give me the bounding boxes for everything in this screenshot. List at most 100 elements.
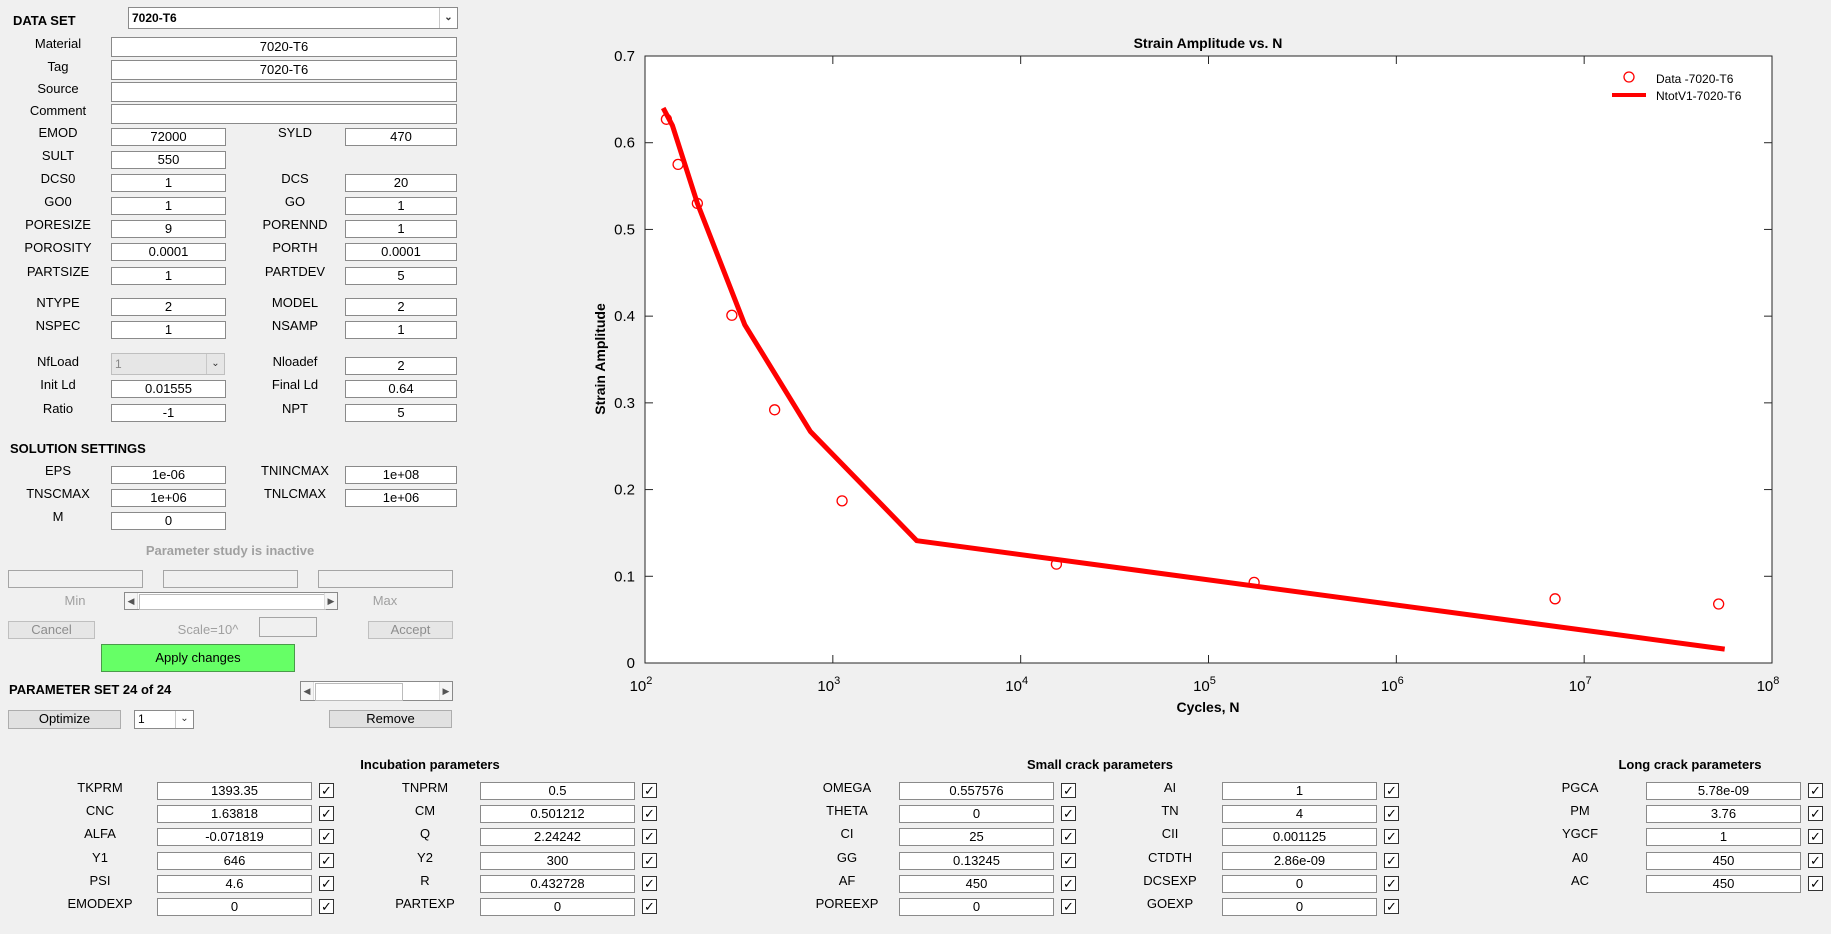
param-input[interactable]: 1 bbox=[111, 174, 226, 192]
small_crack-param-checkbox[interactable]: ✓ bbox=[1061, 899, 1076, 914]
param-input[interactable]: 0.64 bbox=[345, 380, 457, 398]
optimize-button[interactable]: Optimize bbox=[8, 710, 121, 729]
param-input[interactable]: 1 bbox=[111, 321, 226, 339]
param-input[interactable]: 0.0001 bbox=[111, 243, 226, 261]
long_crack-param-checkbox[interactable]: ✓ bbox=[1808, 783, 1823, 798]
small_crack-param-checkbox[interactable]: ✓ bbox=[1061, 829, 1076, 844]
incubation-param-checkbox[interactable]: ✓ bbox=[319, 806, 334, 821]
long_crack-param-input[interactable]: 3.76 bbox=[1646, 805, 1801, 823]
param-input[interactable]: 1 bbox=[345, 321, 457, 339]
small_crack-param-input[interactable]: 0 bbox=[899, 898, 1054, 916]
small_crack-param-checkbox[interactable]: ✓ bbox=[1384, 853, 1399, 868]
small_crack-param-checkbox[interactable]: ✓ bbox=[1061, 876, 1076, 891]
long_crack-param-checkbox[interactable]: ✓ bbox=[1808, 876, 1823, 891]
small_crack-param-input[interactable]: 2.86e-09 bbox=[1222, 852, 1377, 870]
long_crack-param-input[interactable]: 1 bbox=[1646, 828, 1801, 846]
small_crack-param-checkbox[interactable]: ✓ bbox=[1384, 806, 1399, 821]
incubation-param-input[interactable]: 0 bbox=[480, 898, 635, 916]
long_crack-param-checkbox[interactable]: ✓ bbox=[1808, 806, 1823, 821]
small_crack-param-input[interactable]: 0.557576 bbox=[899, 782, 1054, 800]
small_crack-param-checkbox[interactable]: ✓ bbox=[1061, 806, 1076, 821]
paramset-right-arrow-icon[interactable]: ▶ bbox=[439, 682, 452, 700]
param-input[interactable]: 9 bbox=[111, 220, 226, 238]
incubation-param-checkbox[interactable]: ✓ bbox=[642, 806, 657, 821]
solution-param-input[interactable]: 0 bbox=[111, 512, 226, 530]
small_crack-param-input[interactable]: 4 bbox=[1222, 805, 1377, 823]
param-input[interactable]: 0.01555 bbox=[111, 380, 226, 398]
small_crack-param-checkbox[interactable]: ✓ bbox=[1384, 899, 1399, 914]
param-input[interactable]: 5 bbox=[345, 404, 457, 422]
param-input[interactable]: 2 bbox=[111, 298, 226, 316]
dataset-field-input[interactable]: 7020-T6 bbox=[111, 37, 457, 57]
small_crack-param-input[interactable]: 0.001125 bbox=[1222, 828, 1377, 846]
cancel-button[interactable]: Cancel bbox=[8, 621, 95, 639]
param-input[interactable]: 1 bbox=[111, 267, 226, 285]
incubation-param-checkbox[interactable]: ✓ bbox=[319, 899, 334, 914]
param-input[interactable]: 1 bbox=[345, 220, 457, 238]
small_crack-param-input[interactable]: 1 bbox=[1222, 782, 1377, 800]
param-input[interactable]: 0.0001 bbox=[345, 243, 457, 261]
chevron-down-icon[interactable]: ⌄ bbox=[175, 711, 193, 728]
incubation-param-checkbox[interactable]: ✓ bbox=[642, 829, 657, 844]
incubation-param-input[interactable]: 1.63818 bbox=[157, 805, 312, 823]
param-input[interactable]: 2 bbox=[345, 357, 457, 375]
solution-param-input[interactable]: 1e+06 bbox=[345, 489, 457, 507]
param-study-mid-field[interactable] bbox=[163, 570, 298, 588]
paramset-slider-thumb[interactable] bbox=[315, 683, 403, 701]
param-study-min-field[interactable] bbox=[8, 570, 143, 588]
nfload-dropdown[interactable]: 1 ⌄ bbox=[111, 353, 225, 375]
dataset-field-input[interactable] bbox=[111, 104, 457, 124]
slider-thumb[interactable] bbox=[139, 594, 326, 610]
incubation-param-checkbox[interactable]: ✓ bbox=[642, 853, 657, 868]
incubation-param-input[interactable]: -0.071819 bbox=[157, 828, 312, 846]
small_crack-param-checkbox[interactable]: ✓ bbox=[1061, 783, 1076, 798]
incubation-param-checkbox[interactable]: ✓ bbox=[319, 853, 334, 868]
param-input[interactable]: 2 bbox=[345, 298, 457, 316]
solution-param-input[interactable]: 1e-06 bbox=[111, 466, 226, 484]
slider-left-arrow-icon[interactable]: ◀ bbox=[125, 593, 138, 609]
dataset-field-input[interactable] bbox=[111, 82, 457, 102]
chevron-down-icon[interactable]: ⌄ bbox=[206, 354, 224, 374]
apply-changes-button[interactable]: Apply changes bbox=[101, 644, 295, 672]
small_crack-param-input[interactable]: 0 bbox=[899, 805, 1054, 823]
slider-right-arrow-icon[interactable]: ▶ bbox=[324, 593, 337, 609]
scale-field[interactable] bbox=[259, 617, 317, 637]
small_crack-param-input[interactable]: 25 bbox=[899, 828, 1054, 846]
incubation-param-input[interactable]: 1393.35 bbox=[157, 782, 312, 800]
long_crack-param-input[interactable]: 450 bbox=[1646, 875, 1801, 893]
incubation-param-input[interactable]: 300 bbox=[480, 852, 635, 870]
long_crack-param-checkbox[interactable]: ✓ bbox=[1808, 829, 1823, 844]
incubation-param-checkbox[interactable]: ✓ bbox=[642, 899, 657, 914]
param-input[interactable]: 20 bbox=[345, 174, 457, 192]
long_crack-param-input[interactable]: 450 bbox=[1646, 852, 1801, 870]
solution-param-input[interactable]: 1e+08 bbox=[345, 466, 457, 484]
param-input[interactable]: 550 bbox=[111, 151, 226, 169]
solution-param-input[interactable]: 1e+06 bbox=[111, 489, 226, 507]
dataset-field-input[interactable]: 7020-T6 bbox=[111, 60, 457, 80]
param-study-max-field[interactable] bbox=[318, 570, 453, 588]
small_crack-param-input[interactable]: 0 bbox=[1222, 898, 1377, 916]
incubation-param-checkbox[interactable]: ✓ bbox=[319, 783, 334, 798]
incubation-param-input[interactable]: 0.5 bbox=[480, 782, 635, 800]
incubation-param-checkbox[interactable]: ✓ bbox=[642, 783, 657, 798]
parameter-set-slider[interactable]: ◀ ▶ bbox=[300, 681, 453, 701]
remove-button[interactable]: Remove bbox=[329, 710, 452, 728]
param-input[interactable]: 1 bbox=[345, 197, 457, 215]
param-input[interactable]: 5 bbox=[345, 267, 457, 285]
small_crack-param-input[interactable]: 0 bbox=[1222, 875, 1377, 893]
incubation-param-input[interactable]: 2.24242 bbox=[480, 828, 635, 846]
parameter-set-dropdown[interactable]: 1 ⌄ bbox=[134, 710, 194, 729]
param-input[interactable]: 72000 bbox=[111, 128, 226, 146]
long_crack-param-input[interactable]: 5.78e-09 bbox=[1646, 782, 1801, 800]
param-study-slider[interactable]: ◀ ▶ bbox=[124, 592, 338, 610]
incubation-param-checkbox[interactable]: ✓ bbox=[642, 876, 657, 891]
small_crack-param-checkbox[interactable]: ✓ bbox=[1061, 853, 1076, 868]
incubation-param-input[interactable]: 0 bbox=[157, 898, 312, 916]
param-input[interactable]: 1 bbox=[111, 197, 226, 215]
param-input[interactable]: -1 bbox=[111, 404, 226, 422]
incubation-param-input[interactable]: 646 bbox=[157, 852, 312, 870]
incubation-param-input[interactable]: 0.501212 bbox=[480, 805, 635, 823]
incubation-param-checkbox[interactable]: ✓ bbox=[319, 876, 334, 891]
small_crack-param-checkbox[interactable]: ✓ bbox=[1384, 783, 1399, 798]
long_crack-param-checkbox[interactable]: ✓ bbox=[1808, 853, 1823, 868]
